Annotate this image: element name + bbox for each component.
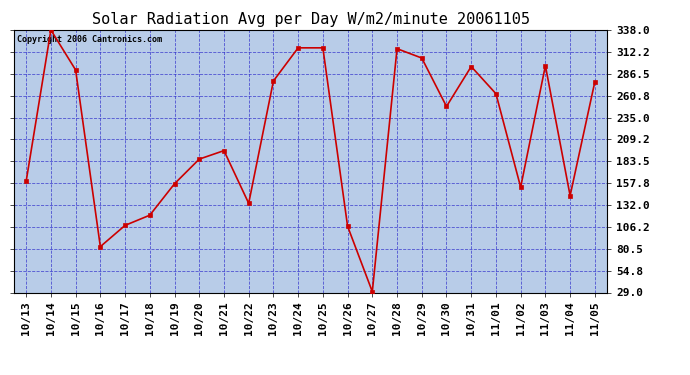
- Title: Solar Radiation Avg per Day W/m2/minute 20061105: Solar Radiation Avg per Day W/m2/minute …: [92, 12, 529, 27]
- Text: Copyright 2006 Cantronics.com: Copyright 2006 Cantronics.com: [17, 35, 161, 44]
